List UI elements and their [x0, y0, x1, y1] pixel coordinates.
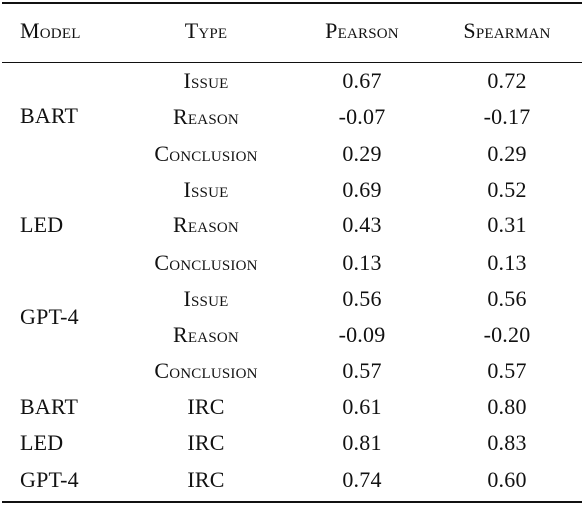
- row-3-pearson: 0.69: [342, 177, 382, 202]
- row-6-pearson: 0.56: [342, 286, 382, 311]
- header-spearman: Spearman: [463, 18, 551, 43]
- row-8-type: Conclusion: [154, 358, 258, 383]
- row-6-type: Issue: [183, 286, 229, 311]
- row-3-spearman: 0.52: [487, 177, 527, 202]
- table-header-rule: [2, 62, 582, 63]
- row-0-type: Issue: [183, 68, 229, 93]
- table-bottom-rule: [2, 501, 582, 503]
- row-11-type: IRC: [187, 467, 225, 492]
- row-1-spearman: -0.17: [483, 104, 531, 129]
- row-10-spearman: 0.83: [487, 430, 527, 455]
- model-label-led-group: LED: [20, 212, 64, 237]
- row-1-type: Reason: [173, 104, 239, 129]
- row-8-pearson: 0.57: [342, 358, 382, 383]
- row-7-spearman: -0.20: [483, 322, 531, 347]
- row-9-type: IRC: [187, 394, 225, 419]
- header-type: Type: [184, 18, 228, 43]
- row-5-spearman: 0.13: [487, 250, 527, 275]
- row-4-type: Reason: [173, 212, 239, 237]
- header-pearson: Pearson: [325, 18, 399, 43]
- row-2-pearson: 0.29: [342, 141, 382, 166]
- row-5-type: Conclusion: [154, 250, 258, 275]
- row-4-spearman: 0.31: [487, 212, 527, 237]
- row-9-model: BART: [20, 394, 79, 419]
- row-7-type: Reason: [173, 322, 239, 347]
- row-1-pearson: -0.07: [338, 104, 386, 129]
- header-model: Model: [20, 18, 81, 43]
- row-7-pearson: -0.09: [338, 322, 386, 347]
- row-11-model: GPT-4: [20, 467, 79, 492]
- row-11-pearson: 0.74: [342, 467, 382, 492]
- row-2-spearman: 0.29: [487, 141, 527, 166]
- row-0-pearson: 0.67: [342, 68, 382, 93]
- row-11-spearman: 0.60: [487, 467, 527, 492]
- row-0-spearman: 0.72: [487, 68, 527, 93]
- model-label-gpt4-group: GPT-4: [20, 304, 79, 329]
- row-2-type: Conclusion: [154, 141, 258, 166]
- row-8-spearman: 0.57: [487, 358, 527, 383]
- table-top-rule: [2, 2, 582, 4]
- row-5-pearson: 0.13: [342, 250, 382, 275]
- row-10-type: IRC: [187, 430, 225, 455]
- row-10-pearson: 0.81: [342, 430, 382, 455]
- model-label-bart-group: BART: [20, 103, 79, 128]
- row-3-type: Issue: [183, 177, 229, 202]
- row-10-model: LED: [20, 430, 64, 455]
- row-4-pearson: 0.43: [342, 212, 382, 237]
- row-9-pearson: 0.61: [342, 394, 382, 419]
- row-9-spearman: 0.80: [487, 394, 527, 419]
- row-6-spearman: 0.56: [487, 286, 527, 311]
